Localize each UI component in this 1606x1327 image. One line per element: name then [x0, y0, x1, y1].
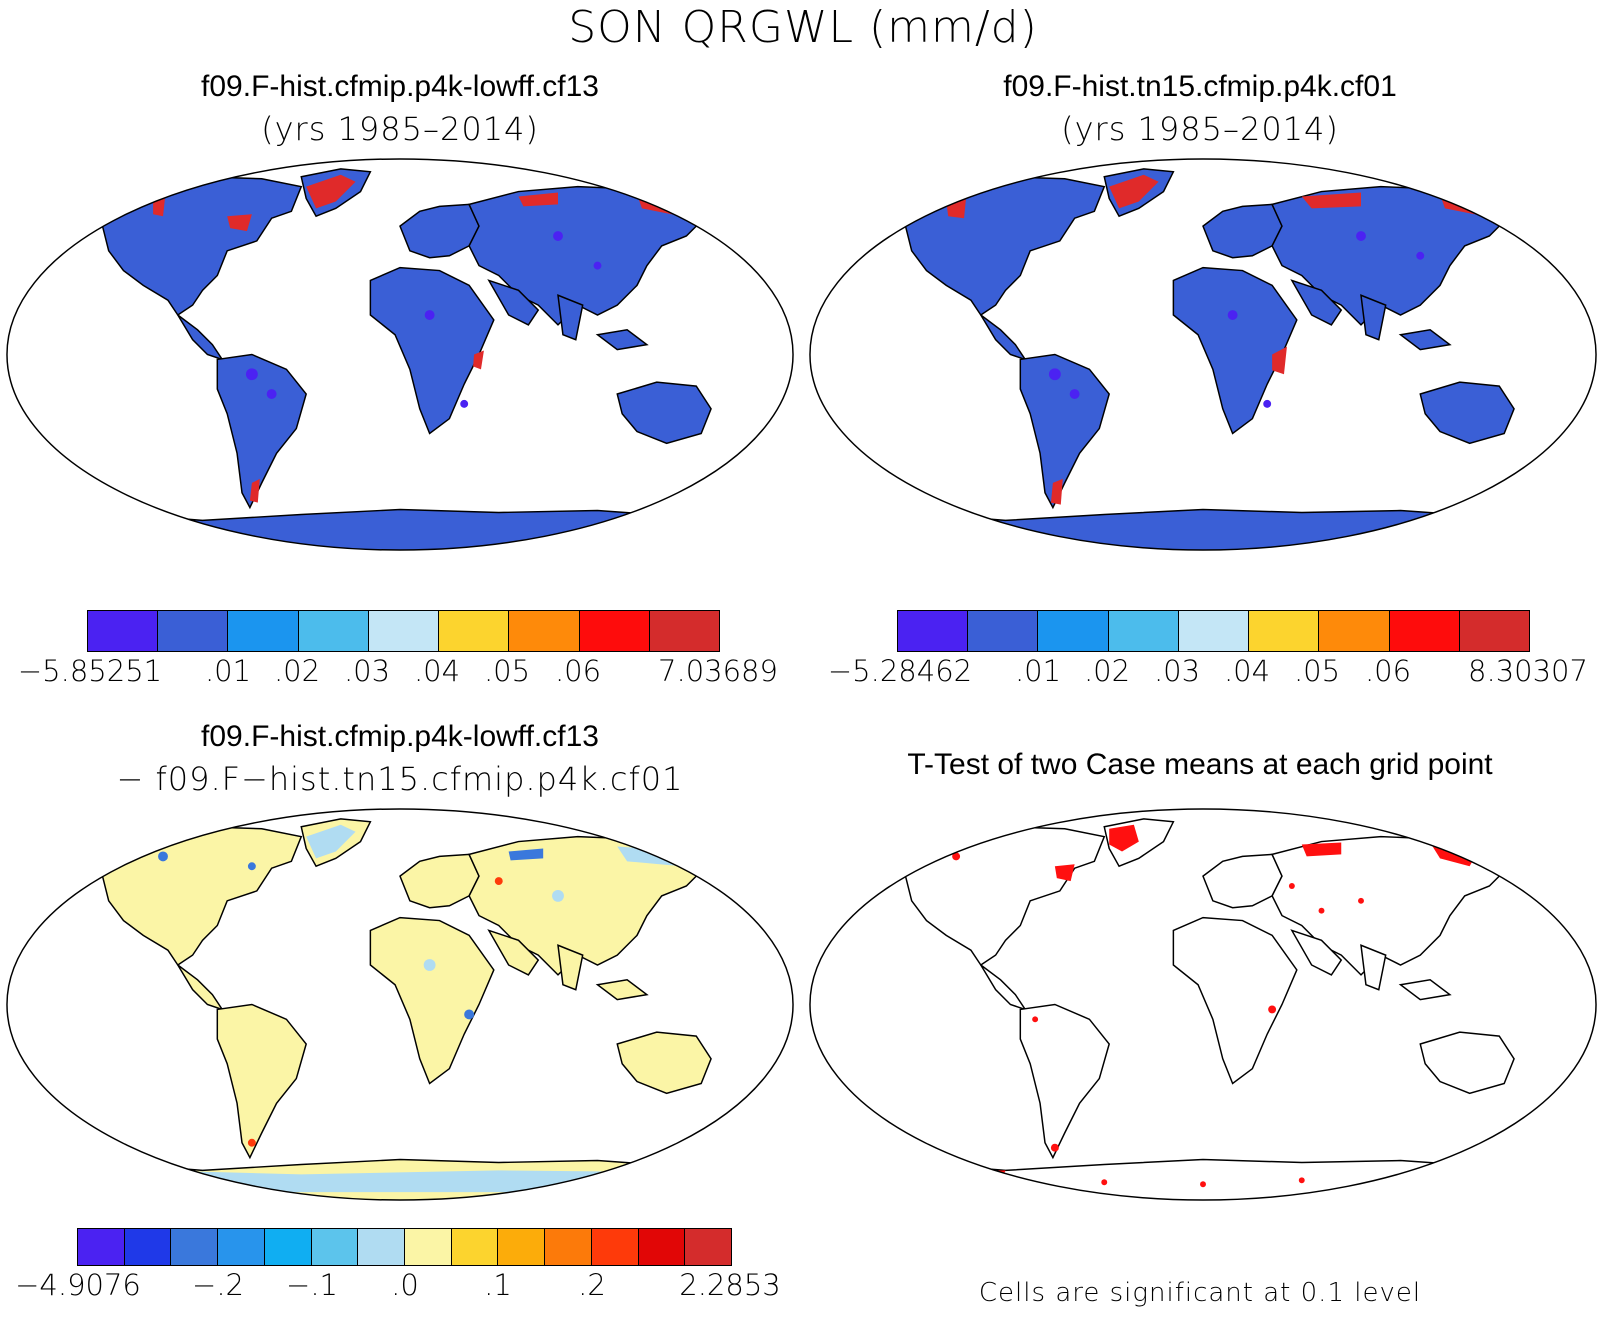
colorbar-swatch: [1249, 611, 1320, 651]
colorbar-tick-label: .05: [483, 654, 531, 688]
colorbar-max-label: 8.30307: [1468, 654, 1588, 688]
colorbar-max-label: 2.2853: [679, 1268, 781, 1302]
colorbar-tick-label: .03: [1153, 654, 1201, 688]
colorbar-swatch: [264, 1229, 312, 1265]
colorbar-swatch: [498, 1229, 546, 1265]
low-value-patches: [1048, 231, 1425, 408]
colorbar-swatch: [1038, 611, 1109, 651]
colorbar-swatch: [311, 1229, 359, 1265]
map-top-right: [809, 158, 1597, 551]
colorbar-tick-label: −.1: [286, 1268, 338, 1302]
colorbar-swatch: [898, 611, 969, 651]
colorbar-swatch: [1108, 611, 1179, 651]
colorbar-top-right: [897, 610, 1530, 652]
colorbar-tick-label: .06: [554, 654, 602, 688]
panel-subtitle: (yrs 1985–2014): [261, 110, 539, 148]
strong-negative-patches: [158, 848, 544, 1020]
map-ttest: [809, 808, 1597, 1201]
panel-title: T-Test of two Case means at each grid po…: [907, 748, 1493, 781]
colorbar-swatch: [158, 611, 229, 651]
colorbar-min-label: −5.85251: [17, 654, 163, 688]
colorbar-tick-label: .02: [1083, 654, 1131, 688]
colorbar-swatch: [1319, 611, 1390, 651]
colorbar-tick-label: .03: [343, 654, 391, 688]
colorbar-min-label: −4.9076: [15, 1268, 141, 1302]
colorbar-swatch: [451, 1229, 499, 1265]
panel-subtitle: (yrs 1985–2014): [1061, 110, 1339, 148]
colorbar-swatch: [124, 1229, 172, 1265]
colorbar-tick-label: .1: [484, 1268, 512, 1302]
colorbar-swatch: [1178, 611, 1250, 651]
colorbar-tick-label: .0: [391, 1268, 419, 1302]
colorbar-swatch: [685, 1229, 732, 1265]
panel-title: f09.F-hist.tn15.cfmip.p4k.cf01: [1003, 70, 1397, 103]
colorbar-swatch: [171, 1229, 219, 1265]
colorbar-tick-label: .04: [413, 654, 461, 688]
colorbar-tick-label: .2: [578, 1268, 606, 1302]
colorbar-swatch: [218, 1229, 265, 1265]
colorbar-tick-label: .05: [1293, 654, 1341, 688]
colorbar-swatch: [1459, 611, 1529, 651]
colorbar-min-label: −5.28462: [827, 654, 973, 688]
colorbar-tick-label: .02: [273, 654, 321, 688]
colorbar-swatch: [439, 611, 510, 651]
significance-note: Cells are significant at 0.1 level: [978, 1278, 1422, 1308]
colorbar-swatch: [968, 611, 1039, 651]
colorbar-swatch: [638, 1229, 686, 1265]
colorbar-tick-label: .01: [1014, 654, 1062, 688]
positive-difference-patches: [247, 877, 503, 1147]
figure-title: SON QRGWL (mm/d): [568, 2, 1038, 53]
map-top-left: [6, 158, 794, 551]
colorbar-swatch: [509, 611, 580, 651]
colorbar-swatch: [298, 611, 369, 651]
colorbar-max-label: 7.03689: [658, 654, 778, 688]
panel-title: f09.F-hist.cfmip.p4k-lowff.cf13: [201, 720, 599, 753]
colorbar-swatch: [228, 611, 299, 651]
colorbar-tick-label: −.2: [192, 1268, 244, 1302]
map-difference: [6, 808, 794, 1201]
colorbar-swatch: [405, 1229, 452, 1265]
colorbar-tick-label: .04: [1223, 654, 1271, 688]
panel-subtitle: − f09.F−hist.tn15.cfmip.p4k.cf01: [116, 760, 684, 798]
colorbar-swatch: [88, 611, 159, 651]
colorbar-swatch: [78, 1229, 125, 1265]
low-value-patches: [245, 231, 602, 408]
colorbar-swatch: [649, 611, 719, 651]
colorbar-difference: [77, 1228, 732, 1266]
colorbar-swatch: [358, 1229, 406, 1265]
colorbar-swatch: [579, 611, 650, 651]
colorbar-swatch: [1389, 611, 1460, 651]
colorbar-swatch: [591, 1229, 639, 1265]
panel-title: f09.F-hist.cfmip.p4k-lowff.cf13: [201, 70, 599, 103]
colorbar-tick-label: .01: [204, 654, 252, 688]
colorbar-swatch: [368, 611, 440, 651]
colorbar-swatch: [545, 1229, 592, 1265]
colorbar-top-left: [87, 610, 720, 652]
colorbar-tick-label: .06: [1364, 654, 1412, 688]
